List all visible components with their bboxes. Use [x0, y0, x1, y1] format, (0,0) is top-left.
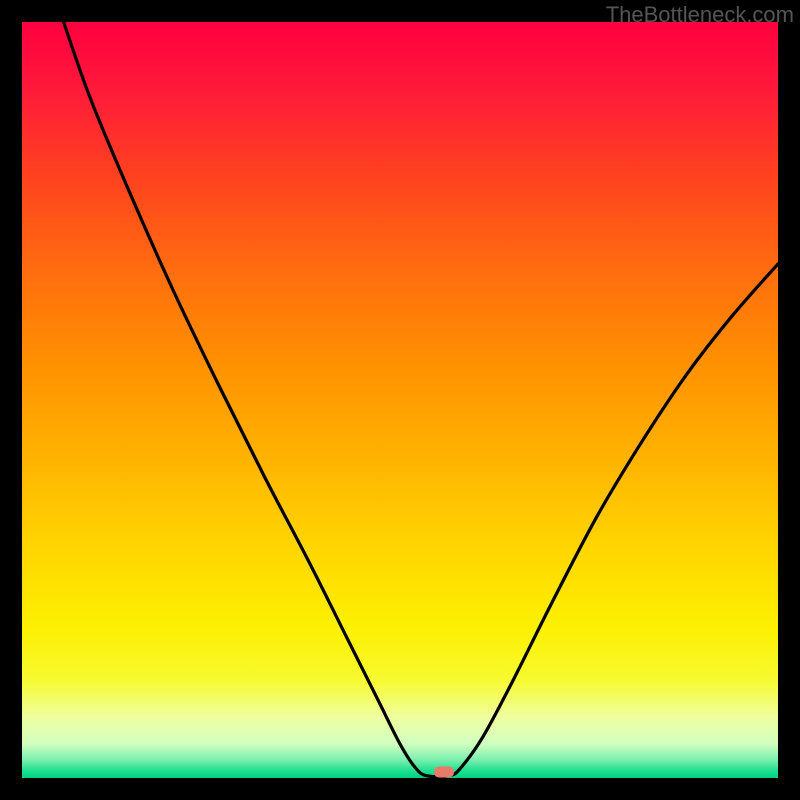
- chart-container: TheBottleneck.com: [0, 0, 800, 800]
- plot-area: [22, 22, 778, 778]
- curve-path: [64, 22, 778, 777]
- optimum-marker: [434, 766, 454, 777]
- bottleneck-curve: [22, 22, 778, 778]
- watermark-text: TheBottleneck.com: [606, 2, 794, 28]
